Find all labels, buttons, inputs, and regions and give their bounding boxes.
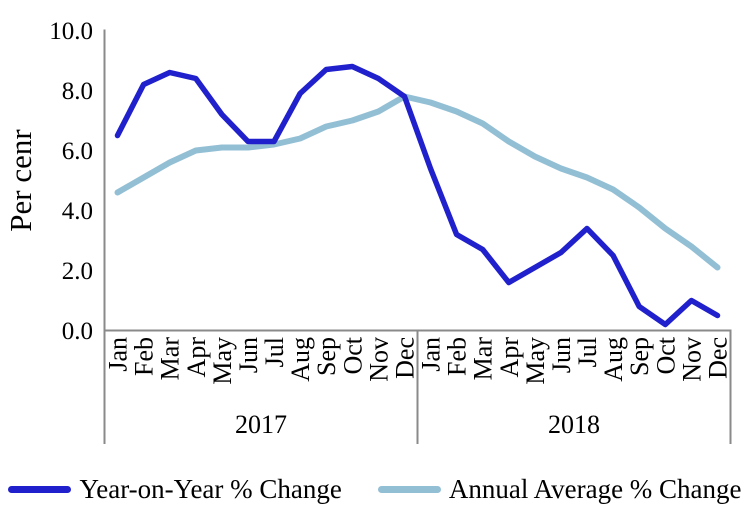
month-label: Sep [625, 337, 654, 376]
series-line-annual-average [114, 93, 721, 271]
month-label: Nov [364, 337, 393, 382]
month-label: Dec [390, 337, 419, 379]
month-label: Jan [104, 337, 133, 372]
series-line-year-on-year [114, 63, 721, 328]
month-label: Jul [573, 337, 602, 367]
y-tick-label: 4.0 [62, 198, 93, 225]
y-tick-label: 2.0 [62, 258, 93, 285]
month-label: Jun [234, 337, 263, 373]
legend-label: Year-on-Year % Change [79, 473, 342, 504]
y-tick-label: 6.0 [62, 138, 93, 165]
y-tick-label: 10.0 [49, 18, 93, 45]
month-label: Apr [182, 337, 211, 378]
month-label: Feb [443, 337, 472, 376]
month-label: Mar [156, 337, 185, 381]
month-label: Oct [651, 336, 680, 374]
legend: Year-on-Year % Change Annual Average % C… [0, 472, 750, 506]
legend-item-year-on-year: Year-on-Year % Change [8, 473, 342, 504]
month-label: Jan [417, 337, 446, 372]
month-label: May [521, 337, 550, 385]
month-label: Aug [599, 337, 628, 382]
month-label: Oct [338, 336, 367, 374]
y-axis-title: Per cenr [3, 129, 38, 232]
legend-item-annual-average: Annual Average % Change [377, 473, 742, 504]
y-tick-label: 8.0 [62, 78, 93, 105]
month-label: Apr [495, 337, 524, 378]
month-label: Aug [286, 337, 315, 382]
month-label: Dec [703, 337, 732, 379]
month-label: Nov [677, 337, 706, 382]
month-label: Mar [469, 337, 498, 381]
year-on-year-line-swatch-icon [8, 485, 72, 493]
month-label: Feb [130, 337, 159, 376]
annual-average-line-swatch-icon [377, 485, 441, 493]
year-label: 2017 [235, 410, 287, 439]
year-label: 2018 [548, 410, 600, 439]
y-tick-label: 0.0 [62, 318, 93, 345]
month-label: Sep [312, 337, 341, 376]
month-label: May [208, 337, 237, 385]
month-label: Jun [547, 337, 576, 373]
month-label: Jul [260, 337, 289, 367]
legend-label: Annual Average % Change [448, 473, 742, 504]
